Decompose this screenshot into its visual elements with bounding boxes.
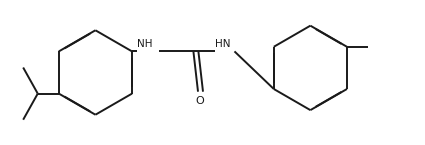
- Text: O: O: [196, 96, 204, 106]
- Text: HN: HN: [215, 39, 230, 49]
- Text: NH: NH: [136, 39, 152, 49]
